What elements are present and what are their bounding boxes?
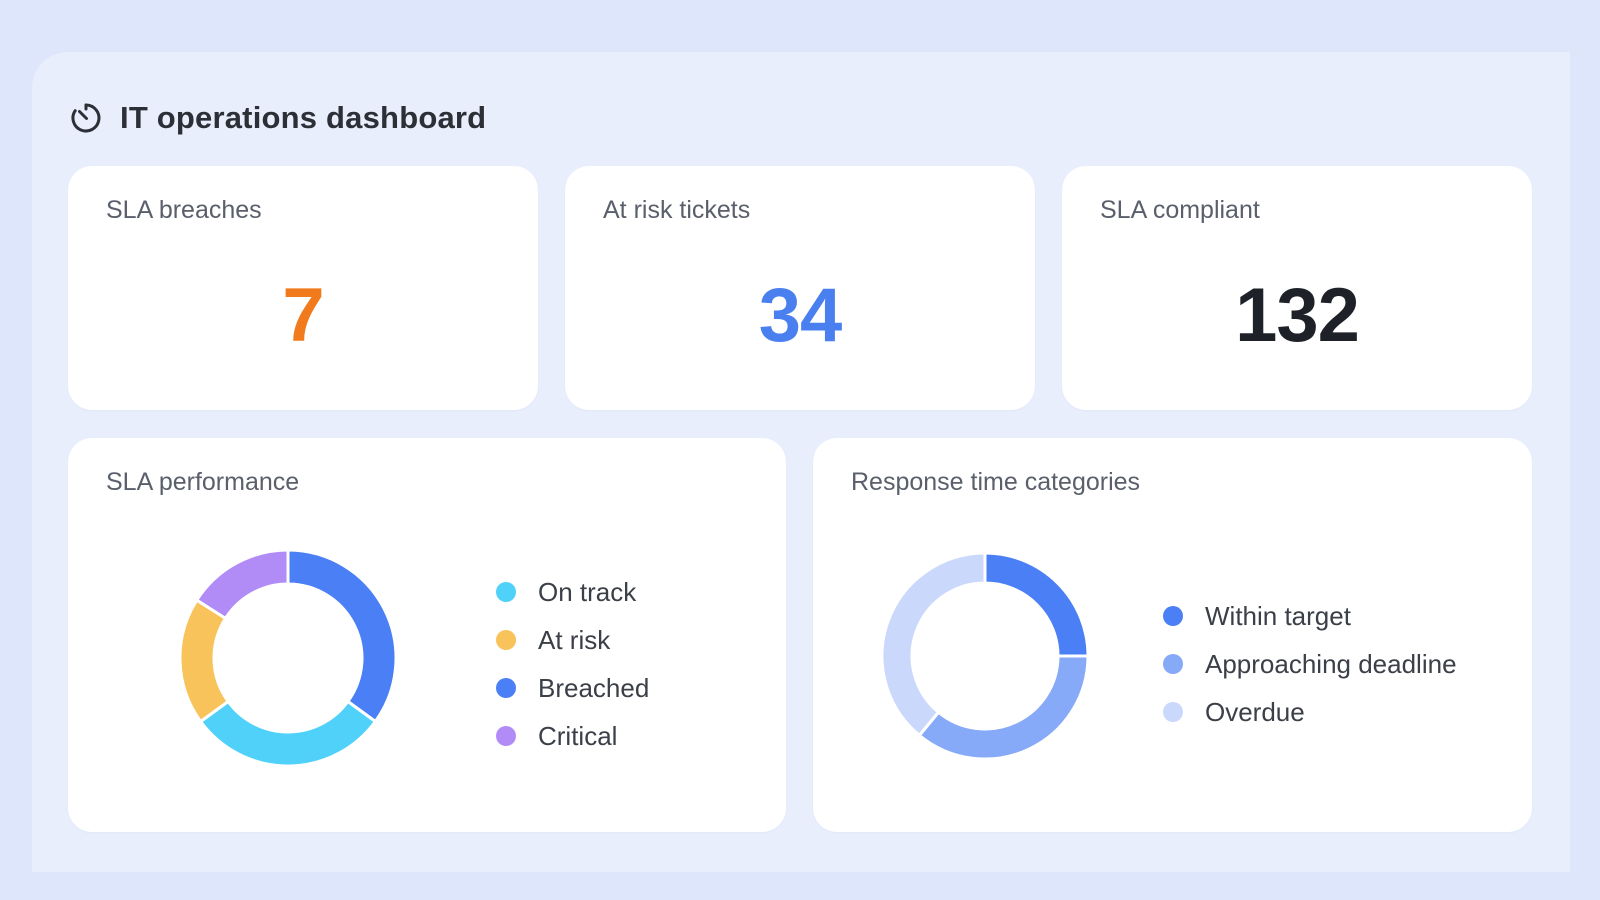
card-title: SLA performance bbox=[106, 468, 300, 496]
legend-item-on-track[interactable]: On track bbox=[496, 568, 649, 616]
donut-slice-on-track[interactable] bbox=[198, 699, 378, 768]
response-time-donut-chart bbox=[880, 551, 1090, 761]
legend-dot bbox=[1163, 606, 1183, 626]
card-title: Response time categories bbox=[851, 468, 1141, 496]
sla-performance-card[interactable]: SLA performance On track At risk Breache… bbox=[68, 438, 786, 832]
kpi-label: SLA compliant bbox=[1100, 196, 1260, 224]
donut-slice-within-target[interactable] bbox=[983, 551, 1090, 658]
kpi-card-sla-breaches[interactable]: SLA breaches 7 bbox=[68, 166, 538, 410]
donut-slice-breached[interactable] bbox=[286, 548, 398, 724]
legend-label: Approaching deadline bbox=[1205, 648, 1457, 679]
legend-label: On track bbox=[538, 576, 637, 607]
dashboard-header: IT operations dashboard bbox=[68, 96, 486, 140]
sla-performance-donut-chart bbox=[178, 548, 398, 768]
legend-item-breached[interactable]: Breached bbox=[496, 664, 649, 712]
response-time-card[interactable]: Response time categories Within target A… bbox=[813, 438, 1532, 832]
legend-label: Critical bbox=[538, 720, 618, 751]
legend-dot bbox=[496, 582, 516, 602]
response-time-legend: Within target Approaching deadline Overd… bbox=[1163, 592, 1457, 736]
legend-dot bbox=[496, 678, 516, 698]
kpi-card-sla-compliant[interactable]: SLA compliant 132 bbox=[1062, 166, 1532, 410]
legend-dot bbox=[496, 630, 516, 650]
kpi-card-at-risk-tickets[interactable]: At risk tickets 34 bbox=[565, 166, 1035, 410]
legend-item-approaching-deadline[interactable]: Approaching deadline bbox=[1163, 640, 1457, 688]
page-title: IT operations dashboard bbox=[120, 100, 487, 135]
donut-slice-at-risk[interactable] bbox=[178, 598, 231, 724]
timer-icon bbox=[68, 100, 104, 136]
kpi-label: SLA breaches bbox=[106, 196, 262, 224]
legend-item-at-risk[interactable]: At risk bbox=[496, 616, 649, 664]
donut-slice-overdue[interactable] bbox=[880, 551, 987, 738]
legend-item-overdue[interactable]: Overdue bbox=[1163, 688, 1457, 736]
kpi-label: At risk tickets bbox=[603, 196, 751, 224]
kpi-value: 34 bbox=[758, 273, 843, 358]
kpi-value: 132 bbox=[1235, 273, 1360, 358]
sla-performance-legend: On track At risk Breached Critical bbox=[496, 568, 649, 760]
donut-slice-approaching-deadline[interactable] bbox=[917, 654, 1090, 761]
legend-item-critical[interactable]: Critical bbox=[496, 712, 649, 760]
legend-label: At risk bbox=[538, 624, 611, 655]
legend-dot bbox=[1163, 702, 1183, 722]
kpi-value: 7 bbox=[282, 273, 324, 358]
legend-label: Within target bbox=[1205, 600, 1351, 631]
legend-label: Overdue bbox=[1205, 696, 1305, 727]
legend-item-within-target[interactable]: Within target bbox=[1163, 592, 1457, 640]
legend-label: Breached bbox=[538, 672, 650, 703]
legend-dot bbox=[1163, 654, 1183, 674]
legend-dot bbox=[496, 726, 516, 746]
donut-slice-critical[interactable] bbox=[194, 548, 290, 621]
